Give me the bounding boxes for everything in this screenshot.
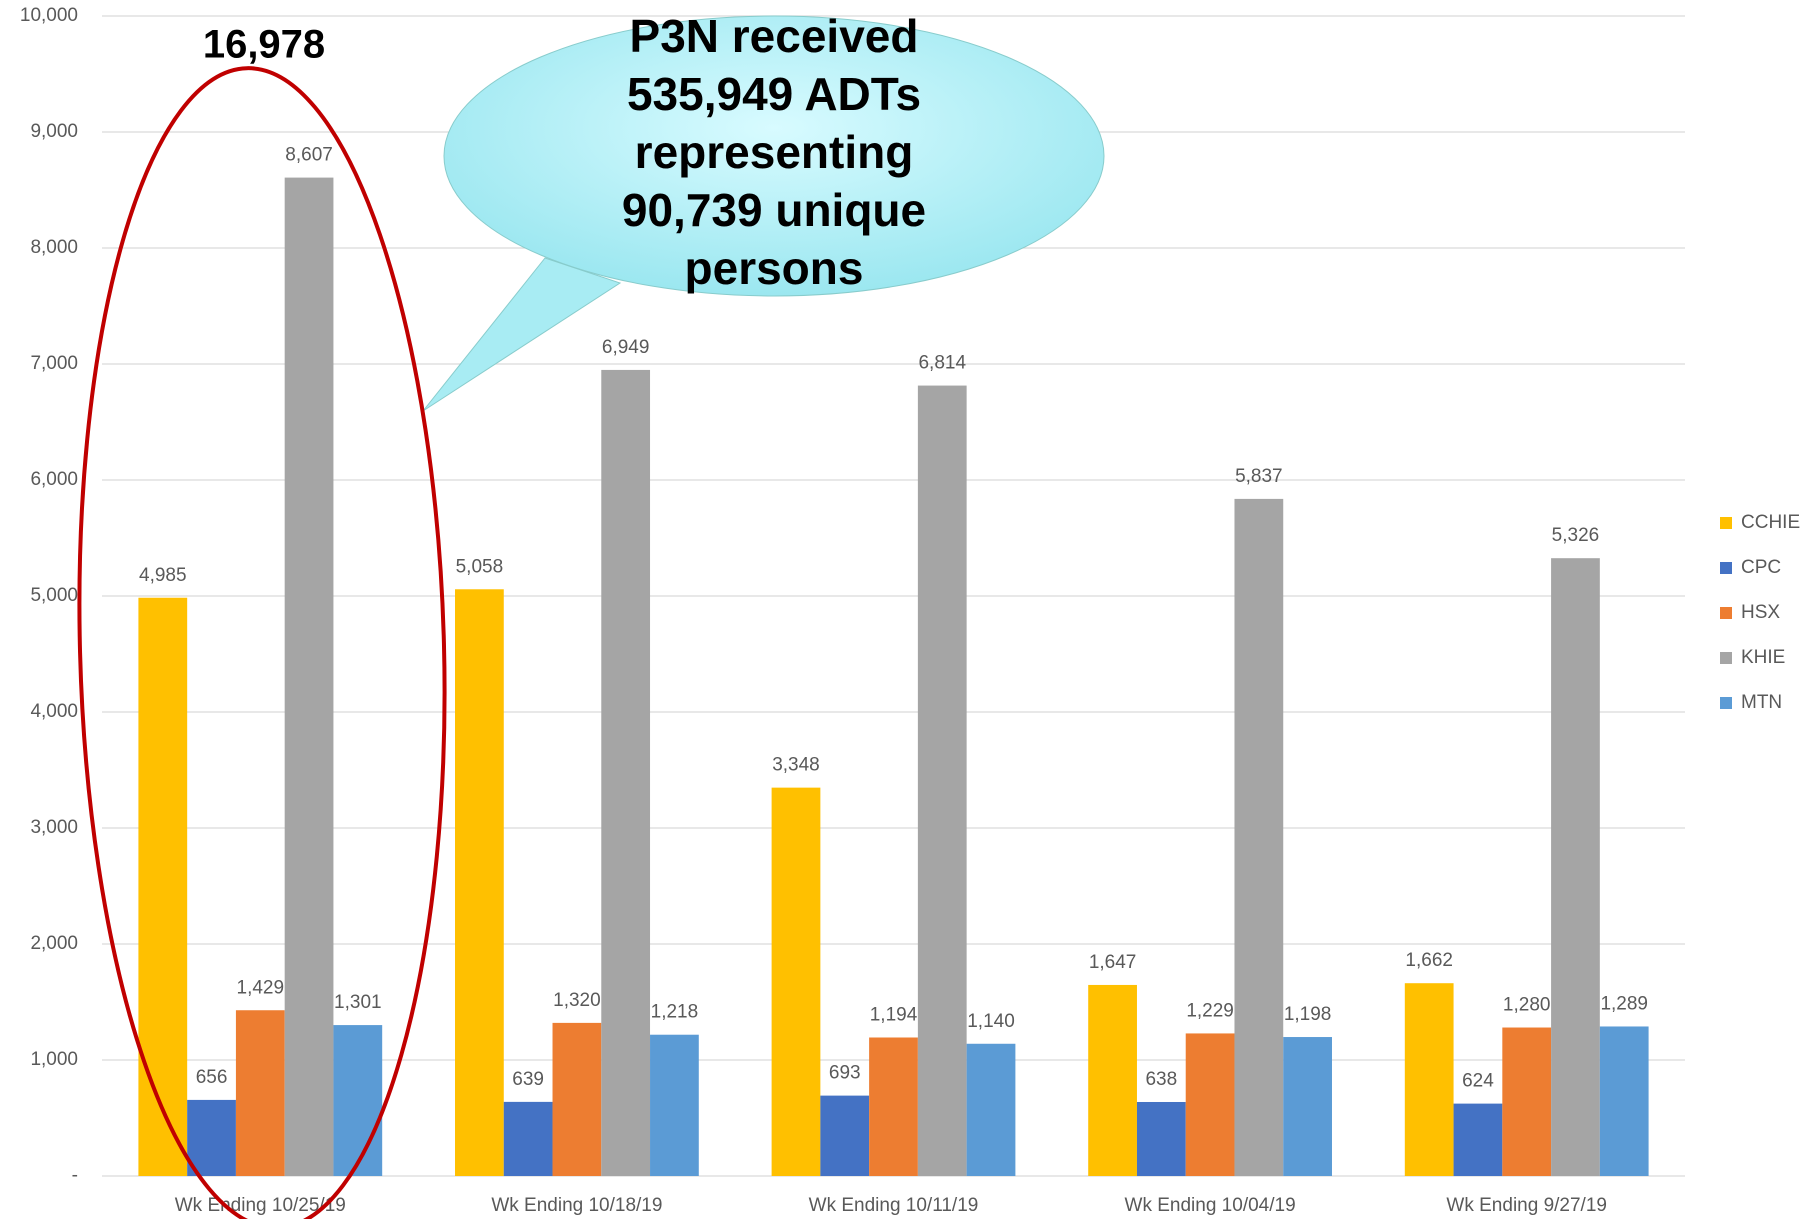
bar [235, 1010, 285, 1176]
data-label: 4,985 [139, 565, 187, 586]
y-tick-label: 9,000 [30, 121, 78, 142]
legend-label: CCHIE [1741, 512, 1800, 533]
bar [650, 1034, 699, 1176]
bar [1404, 983, 1454, 1176]
bar [1283, 1037, 1332, 1176]
bar [187, 1099, 236, 1176]
legend-swatch [1720, 652, 1732, 664]
highlight-label: 16,978 [203, 23, 325, 67]
bar [771, 787, 821, 1176]
callout-text: P3N received [630, 10, 919, 62]
x-tick-label: Wk Ending 9/27/19 [1446, 1195, 1607, 1216]
x-tick-label: Wk Ending 10/25/19 [175, 1195, 346, 1216]
callout-text: persons [685, 242, 864, 294]
y-tick-label: 6,000 [30, 469, 78, 490]
data-label: 638 [1145, 1069, 1177, 1090]
data-label: 1,198 [1284, 1004, 1332, 1025]
data-label: 5,837 [1235, 466, 1283, 487]
bar [966, 1043, 1016, 1176]
y-tick-label: 7,000 [30, 353, 78, 374]
bar [284, 177, 334, 1176]
legend-swatch [1720, 517, 1732, 529]
legend-label: KHIE [1741, 647, 1785, 668]
legend-label: MTN [1741, 692, 1782, 713]
data-label: 656 [196, 1067, 228, 1088]
data-label: 1,140 [967, 1011, 1015, 1032]
x-tick-label: Wk Ending 10/11/19 [809, 1195, 979, 1216]
callout-tail [422, 257, 622, 412]
data-label: 1,289 [1600, 993, 1648, 1014]
bar [1502, 1027, 1552, 1176]
data-label: 1,229 [1186, 1000, 1234, 1021]
data-label: 5,058 [456, 556, 504, 577]
data-label: 693 [829, 1063, 861, 1084]
bar [552, 1022, 602, 1176]
data-label: 1,647 [1089, 952, 1137, 973]
data-label: 3,348 [772, 755, 820, 776]
y-tick-label: 1,000 [30, 1049, 78, 1070]
callout-bubble [443, 15, 1105, 297]
y-tick-label: 2,000 [30, 933, 78, 954]
data-label: 1,662 [1405, 950, 1453, 971]
bar [1185, 1033, 1235, 1176]
y-tick-label: 4,000 [30, 701, 78, 722]
y-tick-label: 3,000 [30, 817, 78, 838]
x-tick-label: Wk Ending 10/04/19 [1125, 1195, 1296, 1216]
legend-swatch [1720, 607, 1732, 619]
bar [1234, 498, 1284, 1177]
bar [1453, 1103, 1503, 1176]
data-label: 639 [512, 1069, 544, 1090]
data-label: 5,326 [1552, 525, 1600, 546]
highlight-ellipse [77, 66, 447, 1219]
y-tick-label: 8,000 [30, 237, 78, 258]
data-label: 8,607 [285, 145, 333, 166]
y-tick-label: 10,000 [20, 5, 78, 26]
data-label: 1,280 [1503, 995, 1551, 1016]
y-tick-label: 5,000 [30, 585, 78, 606]
data-label: 1,320 [553, 990, 601, 1011]
callout-text: representing [635, 126, 914, 178]
data-label: 6,949 [602, 337, 650, 358]
legend-swatch [1720, 697, 1732, 709]
legend-swatch [1720, 562, 1732, 574]
bar [138, 597, 188, 1176]
bar [917, 385, 967, 1176]
data-label: 1,429 [237, 977, 285, 998]
data-label: 1,218 [651, 1002, 699, 1023]
x-tick-label: Wk Ending 10/18/19 [491, 1195, 662, 1216]
bar [1599, 1026, 1649, 1176]
bar [503, 1101, 553, 1176]
data-label: 1,301 [334, 992, 382, 1013]
bar [1136, 1101, 1186, 1176]
bar [1088, 984, 1137, 1176]
bar [333, 1025, 383, 1176]
bar [601, 369, 651, 1176]
legend-label: HSX [1741, 602, 1780, 623]
legend-label: CPC [1741, 557, 1781, 578]
callout-text: 535,949 ADTs [627, 68, 921, 120]
bar [1551, 558, 1600, 1176]
bar [869, 1037, 918, 1176]
bar [820, 1095, 870, 1176]
data-label: 624 [1462, 1071, 1494, 1092]
data-label: 1,194 [870, 1005, 918, 1026]
y-tick-label: - [72, 1165, 78, 1186]
callout-text: 90,739 unique [622, 184, 926, 236]
bar [455, 589, 504, 1176]
data-label: 6,814 [918, 353, 966, 374]
